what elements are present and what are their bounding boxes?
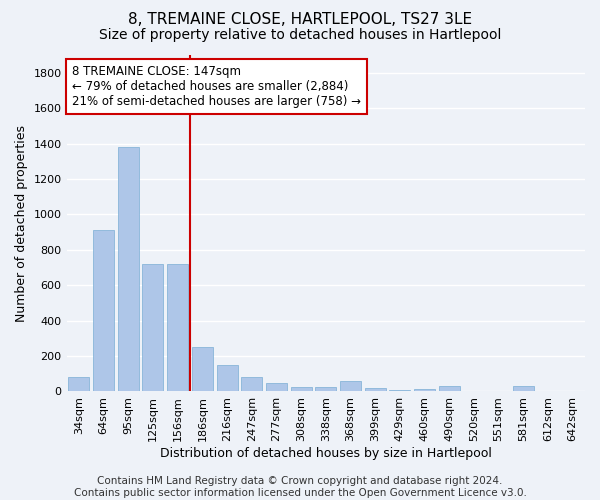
Text: Size of property relative to detached houses in Hartlepool: Size of property relative to detached ho… — [99, 28, 501, 42]
Bar — [365, 388, 386, 392]
Bar — [142, 264, 163, 392]
Bar — [217, 365, 238, 392]
Bar — [562, 390, 583, 392]
Bar — [93, 230, 114, 392]
Text: 8 TREMAINE CLOSE: 147sqm
← 79% of detached houses are smaller (2,884)
21% of sem: 8 TREMAINE CLOSE: 147sqm ← 79% of detach… — [72, 65, 361, 108]
Bar — [266, 384, 287, 392]
Text: Contains HM Land Registry data © Crown copyright and database right 2024.
Contai: Contains HM Land Registry data © Crown c… — [74, 476, 526, 498]
Bar — [167, 264, 188, 392]
Bar — [439, 386, 460, 392]
Bar — [488, 390, 509, 392]
Bar — [538, 390, 559, 392]
Bar — [340, 381, 361, 392]
Bar — [463, 390, 484, 392]
Bar — [118, 147, 139, 392]
X-axis label: Distribution of detached houses by size in Hartlepool: Distribution of detached houses by size … — [160, 447, 492, 460]
Y-axis label: Number of detached properties: Number of detached properties — [15, 124, 28, 322]
Bar — [192, 347, 213, 392]
Bar — [414, 389, 435, 392]
Bar — [241, 378, 262, 392]
Text: 8, TREMAINE CLOSE, HARTLEPOOL, TS27 3LE: 8, TREMAINE CLOSE, HARTLEPOOL, TS27 3LE — [128, 12, 472, 28]
Bar — [68, 378, 89, 392]
Bar — [315, 387, 336, 392]
Bar — [290, 387, 311, 392]
Bar — [389, 390, 410, 392]
Bar — [513, 386, 534, 392]
